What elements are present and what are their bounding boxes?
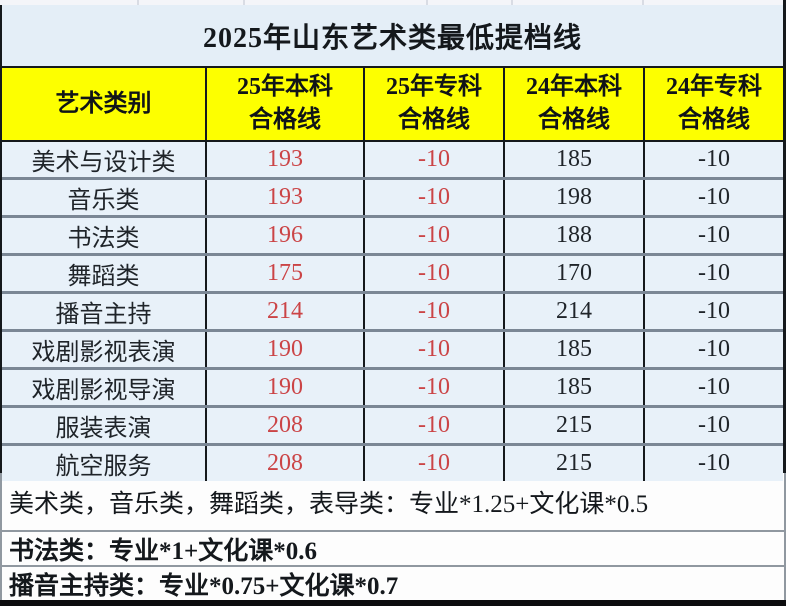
value-cell: -10 [363, 332, 503, 367]
category-cell: 戏剧影视表演 [2, 332, 205, 367]
header-cell-category: 艺术类别 [2, 68, 205, 140]
top-strip-tick [137, 0, 139, 5]
value-cell: 170 [503, 256, 643, 291]
value-cell: 214 [503, 294, 643, 329]
header-cell-2024-zhuanke: 24年专科 合格线 [643, 68, 783, 140]
value-cell: -10 [643, 332, 783, 367]
header-label-line1: 25年本科 [237, 74, 333, 100]
value-cell: 188 [503, 218, 643, 253]
top-strip-tick [642, 0, 644, 5]
table-row: 播音主持 214 -10 214 -10 [2, 291, 783, 329]
category-cell: 戏剧影视导演 [2, 370, 205, 405]
value-cell: -10 [643, 294, 783, 329]
category-cell: 服装表演 [2, 408, 205, 443]
note-general-formula: 美术类，音乐类，舞蹈类，表导类：专业*1.25+文化课*0.5 [2, 473, 784, 532]
header-label-line1: 24年本科 [526, 74, 622, 100]
header-label-line1: 25年专科 [386, 74, 482, 100]
table-body: 美术与设计类 193 -10 185 -10 音乐类 193 -10 198 -10 书法类 196-… [2, 142, 783, 481]
value-cell: 190 [205, 370, 363, 405]
table-title: 2025年山东艺术类最低提档线 [202, 22, 582, 54]
value-cell: -10 [363, 256, 503, 291]
value-cell: -10 [363, 142, 503, 177]
value-cell: 208 [205, 408, 363, 443]
table-row: 音乐类 193 -10 198 -10 [2, 177, 783, 215]
value-cell: -10 [643, 370, 783, 405]
value-cell: 193 [205, 142, 363, 177]
header-cell-2025-benke: 25年本科 合格线 [205, 68, 363, 140]
table-row: 服装表演 208 -10 215 -10 [2, 405, 783, 443]
bottom-black-bar [0, 600, 786, 606]
category-cell: 航空服务 [2, 446, 205, 481]
category-cell: 音乐类 [2, 180, 205, 215]
table-row: 美术与设计类 193 -10 185 -10 [2, 142, 783, 177]
table-title-row: 2025年山东艺术类最低提档线 [2, 5, 783, 66]
top-strip [0, 0, 786, 5]
table-row: 舞蹈类 175 -10 170 -10 [2, 253, 783, 291]
value-cell: -10 [643, 218, 783, 253]
admission-line-table: 2025年山东艺术类最低提档线 艺术类别 25年本科 合格线 25年专科 合格线… [0, 5, 786, 481]
value-cell: 215 [503, 446, 643, 481]
value-cell: -10 [363, 180, 503, 215]
value-cell: -10 [643, 180, 783, 215]
formula-notes: 美术类，音乐类，舞蹈类，表导类：专业*1.25+文化课*0.5 书法类：专业*1… [0, 473, 786, 600]
table-row: 书法类 196 -10 188 -10 [2, 215, 783, 253]
value-cell: 175 [205, 256, 363, 291]
value-cell: -10 [643, 142, 783, 177]
category-cell: 书法类 [2, 218, 205, 253]
value-cell: 215 [503, 408, 643, 443]
value-cell: 193 [205, 180, 363, 215]
value-cell: 214 [205, 294, 363, 329]
value-cell: -10 [643, 446, 783, 481]
category-cell: 美术与设计类 [2, 142, 205, 177]
top-strip-tick [426, 0, 428, 5]
header-cell-2024-benke: 24年本科 合格线 [503, 68, 643, 140]
value-cell: -10 [363, 370, 503, 405]
category-cell: 播音主持 [2, 294, 205, 329]
header-label-line2: 合格线 [678, 107, 750, 133]
table-row: 戏剧影视表演 190 -10 185 -10 [2, 329, 783, 367]
top-strip-tick [511, 0, 513, 5]
value-cell: 185 [503, 142, 643, 177]
note-calligraphy-formula: 书法类：专业*1+文化课*0.6 [2, 532, 784, 567]
table-row: 航空服务 208 -10 215 -10 [2, 443, 783, 481]
value-cell: 198 [503, 180, 643, 215]
table-header-row: 艺术类别 25年本科 合格线 25年专科 合格线 24年本科 合格线 24年专科… [2, 66, 783, 142]
header-label-line2: 合格线 [398, 107, 470, 133]
value-cell: 190 [205, 332, 363, 367]
value-cell: 208 [205, 446, 363, 481]
top-strip-tick [243, 0, 245, 5]
value-cell: -10 [643, 408, 783, 443]
header-cell-2025-zhuanke: 25年专科 合格线 [363, 68, 503, 140]
value-cell: -10 [363, 408, 503, 443]
header-label: 艺术类别 [55, 90, 152, 117]
value-cell: 196 [205, 218, 363, 253]
table-row: 戏剧影视导演 190 -10 185 -10 [2, 367, 783, 405]
category-cell: 舞蹈类 [2, 256, 205, 291]
header-label-line1: 24年专科 [666, 74, 762, 100]
value-cell: -10 [363, 294, 503, 329]
header-label-line2: 合格线 [249, 107, 321, 133]
value-cell: -10 [363, 446, 503, 481]
value-cell: 185 [503, 332, 643, 367]
value-cell: 185 [503, 370, 643, 405]
header-label-line2: 合格线 [538, 107, 610, 133]
value-cell: -10 [643, 256, 783, 291]
value-cell: -10 [363, 218, 503, 253]
note-broadcasting-formula: 播音主持类：专业*0.75+文化课*0.7 [9, 572, 399, 600]
